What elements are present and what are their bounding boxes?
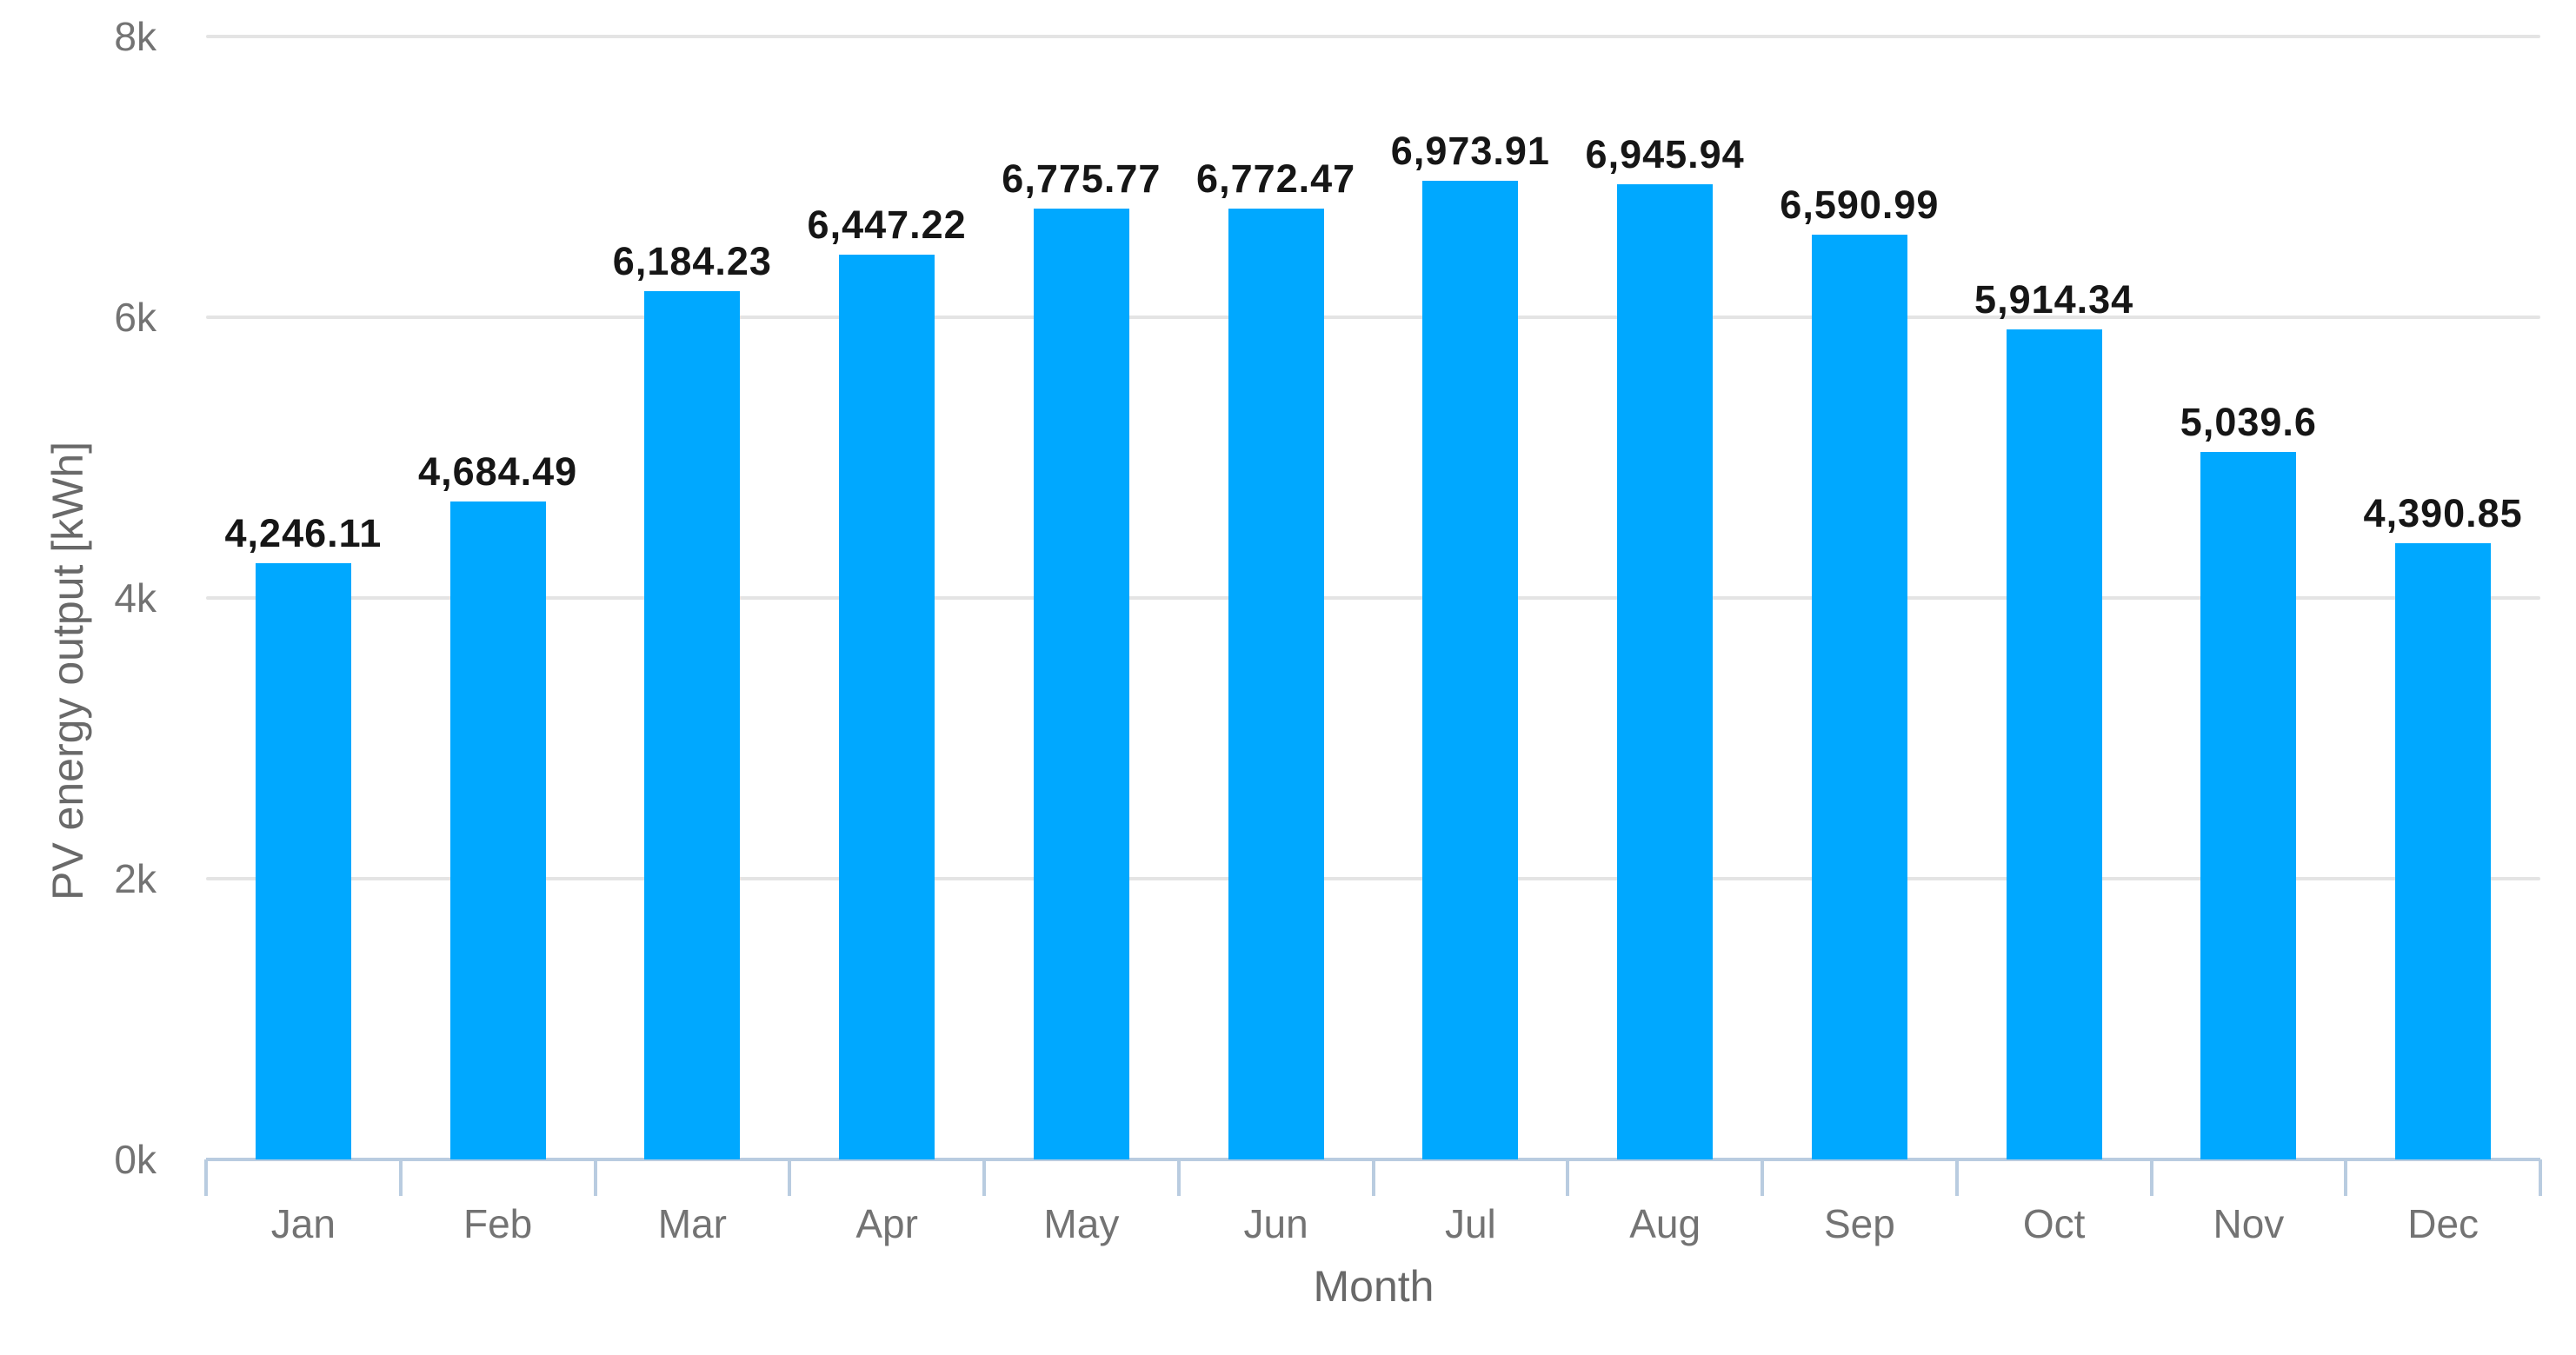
bar-value-label-apr: 6,447.22 <box>807 203 967 247</box>
bar-value-label-nov: 5,039.6 <box>2180 400 2317 444</box>
bar-jun[interactable] <box>1228 209 1324 1159</box>
bar-value-label-sep: 6,590.99 <box>1780 183 1940 227</box>
x-axis-category-label-may: May <box>1043 1201 1120 1246</box>
bar-may[interactable] <box>1034 209 1129 1159</box>
x-axis-tick-mark <box>2344 1159 2348 1196</box>
x-axis-tick-mark <box>593 1159 597 1196</box>
x-axis-tick-mark <box>788 1159 792 1196</box>
x-axis-category-label-mar: Mar <box>657 1201 727 1246</box>
y-axis-title: PV energy output [kWh] <box>43 441 92 901</box>
bar-dec[interactable] <box>2395 543 2491 1159</box>
x-axis-category-label-jan: Jan <box>270 1201 336 1246</box>
bar-apr[interactable] <box>839 255 935 1159</box>
bar-value-label-oct: 5,914.34 <box>1974 277 2134 322</box>
bar-value-label-feb: 4,684.49 <box>418 449 578 494</box>
y-gridline-8k <box>206 35 2540 38</box>
bar-jan[interactable] <box>256 563 351 1159</box>
y-axis-tick-label-4k: 4k <box>114 575 156 621</box>
x-axis-category-label-nov: Nov <box>2213 1201 2285 1246</box>
bar-mar[interactable] <box>644 291 740 1159</box>
x-axis-tick-mark <box>204 1159 208 1196</box>
bar-feb[interactable] <box>450 501 546 1159</box>
x-axis-category-label-apr: Apr <box>855 1201 918 1246</box>
x-axis-category-label-dec: Dec <box>2407 1201 2479 1246</box>
bar-aug[interactable] <box>1617 184 1713 1159</box>
x-axis-title: Month <box>1313 1262 1434 1311</box>
x-axis-tick-mark <box>1566 1159 1570 1196</box>
x-axis-tick-mark <box>2149 1159 2153 1196</box>
bar-value-label-jul: 6,973.91 <box>1390 129 1550 173</box>
bar-value-label-jun: 6,772.47 <box>1196 156 1356 201</box>
bar-value-label-mar: 6,184.23 <box>612 239 772 283</box>
y-axis-tick-label-2k: 2k <box>114 856 156 901</box>
bar-oct[interactable] <box>2007 329 2102 1159</box>
x-axis-tick-mark <box>982 1159 986 1196</box>
x-axis-tick-mark <box>1954 1159 1959 1196</box>
bar-value-label-may: 6,775.77 <box>1002 156 1162 201</box>
y-axis-tick-label-0k: 0k <box>114 1137 156 1182</box>
x-axis-category-label-feb: Feb <box>463 1201 533 1246</box>
x-axis-tick-mark <box>1371 1159 1375 1196</box>
x-axis-tick-mark <box>2539 1159 2542 1196</box>
y-axis-tick-label-8k: 8k <box>114 14 156 59</box>
y-gridline-2k <box>206 877 2540 880</box>
y-gridline-6k <box>206 316 2540 319</box>
bar-sep[interactable] <box>1812 235 1907 1159</box>
y-gridline-4k <box>206 596 2540 600</box>
bar-value-label-jan: 4,246.11 <box>224 511 383 555</box>
bar-value-label-dec: 4,390.85 <box>2363 491 2523 535</box>
bar-nov[interactable] <box>2200 452 2296 1159</box>
bar-value-label-aug: 6,945.94 <box>1585 132 1745 176</box>
x-axis-category-label-aug: Aug <box>1629 1201 1701 1246</box>
x-axis-category-label-sep: Sep <box>1823 1201 1895 1246</box>
y-axis-tick-label-6k: 6k <box>114 295 156 340</box>
x-axis-category-label-oct: Oct <box>2022 1201 2086 1246</box>
bar-jul[interactable] <box>1422 181 1518 1159</box>
x-axis-tick-mark <box>1176 1159 1181 1196</box>
x-axis-tick-mark <box>1761 1159 1764 1196</box>
x-axis-tick-mark <box>398 1159 403 1196</box>
x-axis-category-label-jul: Jul <box>1444 1201 1496 1246</box>
x-axis-category-label-jun: Jun <box>1243 1201 1308 1246</box>
